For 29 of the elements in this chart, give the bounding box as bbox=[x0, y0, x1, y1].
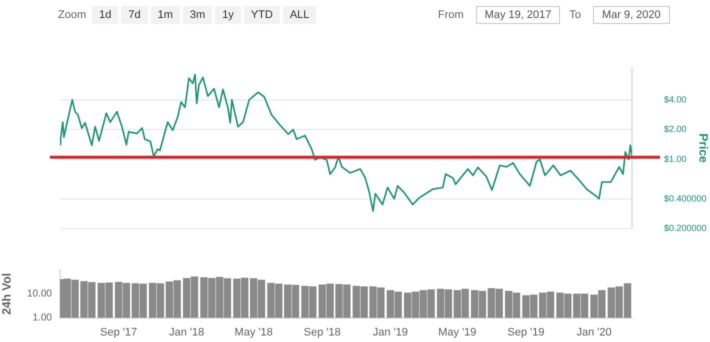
zoom-button: ALL bbox=[282, 6, 316, 24]
text: To bbox=[569, 9, 581, 21]
text: From bbox=[438, 9, 464, 21]
y-axis-title: Price bbox=[696, 133, 710, 163]
x-tick-label: Jan '18 bbox=[169, 326, 204, 338]
x-tick-label: Jan '20 bbox=[576, 326, 612, 338]
date-field: Mar 9, 2020 bbox=[592, 6, 670, 24]
x-tick-label: Sep '19 bbox=[507, 326, 544, 338]
y-tick-label: $0.200000 bbox=[664, 223, 707, 234]
zoom-button: 3m bbox=[182, 6, 212, 24]
x-tick-label: May '19 bbox=[438, 326, 476, 338]
y-tick-label: $4.00 bbox=[664, 94, 687, 104]
x-tick-label: Sep '18 bbox=[304, 326, 341, 338]
date-field: May 19, 2017 bbox=[476, 6, 560, 24]
zoom-button: 1y bbox=[215, 6, 241, 24]
y-tick-label: 1.00 bbox=[32, 312, 52, 324]
y-tick-label: $2.00 bbox=[664, 124, 687, 134]
zoom-button: 1d bbox=[92, 6, 118, 24]
text: Zoom bbox=[58, 9, 86, 21]
y-tick-label: $1.00 bbox=[664, 154, 687, 164]
zoom-button: YTD bbox=[244, 6, 280, 24]
zoom-button: 1m bbox=[150, 6, 180, 24]
y-tick-label: 10.00 bbox=[26, 288, 52, 300]
x-tick-label: Jan '19 bbox=[372, 326, 408, 338]
x-tick-label: May '18 bbox=[234, 326, 273, 338]
zoom-button: 7d bbox=[121, 6, 148, 24]
x-tick-label: Sep '17 bbox=[100, 326, 138, 338]
y-axis-title: 24h Vol bbox=[0, 273, 14, 315]
y-tick-label: $0.400000 bbox=[664, 193, 707, 204]
